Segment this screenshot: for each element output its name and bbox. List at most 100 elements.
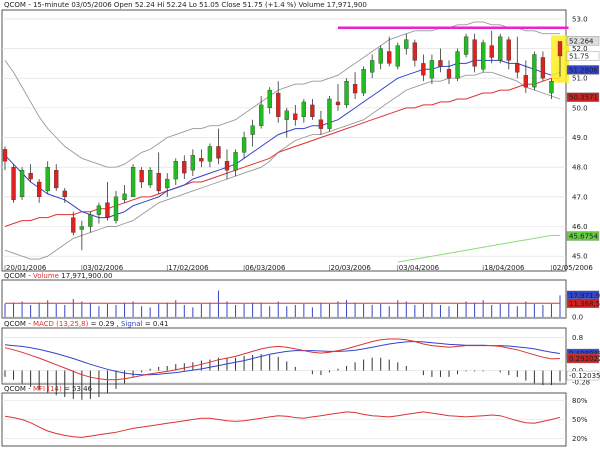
price-value-tag: 45.6754: [566, 231, 600, 241]
candle-body: [207, 146, 213, 162]
candle: [96, 202, 102, 224]
candle-body: [361, 69, 366, 94]
macd-value-tag-label: -0.120356: [569, 372, 600, 380]
candle: [429, 54, 435, 85]
price-value-tag-bg: [566, 65, 600, 75]
price-date-label: 03/02/2006: [83, 264, 124, 272]
price-value-tag-label: 50.3571: [569, 94, 598, 102]
candle: [421, 54, 426, 82]
candle-body: [370, 60, 375, 73]
candle-body: [472, 39, 477, 67]
candle: [310, 98, 315, 120]
candle-body: [71, 217, 76, 233]
candle: [259, 96, 264, 129]
price-value-tag-label: 52.264: [569, 37, 594, 45]
candle-body: [276, 92, 281, 117]
mfi-sep: -: [28, 385, 33, 393]
price-date-label: 17/02/2006: [168, 264, 209, 272]
candle: [327, 96, 332, 132]
price-date-label: 20/03/2006: [330, 264, 371, 272]
candle: [19, 167, 25, 200]
mfi-tick-label: 50%: [572, 416, 588, 424]
mfi-tick-label: 20%: [572, 435, 588, 443]
candle: [446, 60, 452, 85]
candle-body: [523, 75, 528, 88]
candle: [11, 164, 16, 203]
candle-body: [506, 39, 511, 61]
candle-body: [130, 167, 136, 198]
candle-body: [352, 83, 358, 94]
candle: [79, 220, 84, 251]
candle: [515, 36, 520, 79]
candle-body: [11, 167, 16, 200]
candle-body: [19, 170, 25, 198]
mfi-params: (14): [47, 385, 62, 393]
price-open: Open 52.24: [114, 1, 156, 9]
macd-sep: -: [28, 320, 33, 328]
candle: [540, 51, 546, 82]
candle: [455, 48, 460, 82]
candle-body: [463, 36, 469, 55]
price-panel-frame: [1, 9, 567, 272]
candle: [199, 149, 204, 168]
lower-bollinger-band: [4, 71, 561, 260]
candle: [370, 54, 375, 79]
green-trend-line: [397, 234, 560, 263]
candle-body: [515, 63, 520, 73]
candle: [148, 167, 153, 188]
candle: [250, 119, 255, 147]
candle-body: [199, 158, 204, 162]
candle-body: [250, 125, 255, 135]
candle-body: [267, 89, 272, 109]
candle-body: [37, 181, 42, 198]
candle-body: [148, 170, 153, 186]
candle-body: [88, 214, 93, 227]
candle-body: [455, 51, 460, 79]
candle-body: [310, 104, 315, 117]
macd-value: 0.29: [99, 320, 115, 328]
candle: [233, 149, 238, 177]
macd-line: [4, 338, 561, 381]
candle-body: [190, 155, 195, 171]
candle-body: [404, 39, 409, 49]
candle: [267, 87, 272, 114]
candle-body: [327, 98, 332, 129]
volume-value-tag: 11,368,56: [566, 298, 600, 309]
candle-body: [45, 167, 50, 192]
candle: [387, 36, 392, 67]
macd-header: QCOM - MACD (13,25,8) = 0.29 , Signal = …: [4, 320, 168, 328]
candle-body: [113, 196, 119, 221]
candle: [28, 164, 33, 183]
candle: [130, 164, 136, 198]
candle: [532, 51, 537, 91]
candle-body: [216, 146, 221, 159]
macd-value-tag: -0.120356: [566, 370, 600, 381]
candle-body: [182, 161, 187, 174]
price-tick-label: 46.0: [572, 223, 588, 231]
macd-signal-label: Signal: [121, 320, 143, 328]
price-tick-label: 49.0: [572, 134, 588, 142]
candle-body: [301, 101, 306, 117]
candle-body: [429, 60, 435, 79]
candle: [318, 110, 324, 135]
candle: [335, 84, 341, 111]
macd-comma: ,: [117, 320, 121, 328]
candle: [472, 33, 477, 73]
price-tick-label: 53.0: [572, 15, 588, 23]
volume-sep: -: [28, 272, 33, 280]
price-tick-label: 47.0: [572, 193, 588, 201]
price-value-tag-label: 45.6754: [569, 233, 598, 241]
macd-symbol: QCOM: [4, 320, 26, 328]
price-low: Lo 51.05: [189, 1, 219, 9]
candle: [37, 179, 42, 203]
volume-value-tag-bg: [566, 298, 600, 309]
price-header: QCOM - 15-minute 03/05/2006 Open 52.24 H…: [4, 1, 367, 9]
candle-body: [259, 104, 264, 126]
volume-indicator: Volume: [33, 272, 59, 280]
price-value-tag: 52.264: [566, 36, 600, 46]
price-date-label: 20/01/2006: [6, 264, 47, 272]
price-value-tag-bg: [566, 92, 600, 102]
middle-bollinger-band: [4, 59, 561, 219]
candle: [207, 143, 213, 168]
